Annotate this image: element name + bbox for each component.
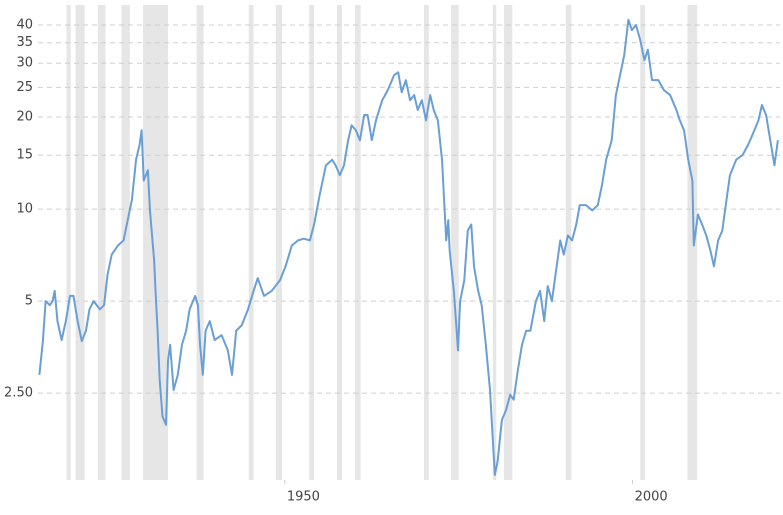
y-tick-label: 5	[25, 294, 33, 309]
shaded-period	[75, 5, 85, 480]
shaded-period	[275, 5, 283, 480]
shaded-period	[66, 5, 71, 480]
y-tick-label: 15	[16, 148, 33, 163]
shaded-period	[97, 5, 106, 480]
x-tick-label: 1950	[287, 490, 320, 505]
y-tick-label: 35	[16, 35, 33, 50]
y-tick-label: 2.50	[4, 386, 33, 401]
shaded-period	[565, 5, 572, 480]
y-tick-label: 30	[16, 56, 33, 71]
shaded-period	[355, 5, 361, 480]
shaded-period	[492, 5, 497, 480]
y-tick-label: 10	[16, 202, 33, 217]
shaded-period	[640, 5, 646, 480]
y-tick-label: 40	[16, 17, 33, 32]
shaded-period	[451, 5, 459, 480]
data-line	[38, 18, 779, 476]
x-tick-label: 2000	[635, 490, 668, 505]
shaded-period	[337, 5, 342, 480]
shaded-period	[687, 5, 698, 480]
shaded-period	[248, 5, 254, 480]
shaded-period	[121, 5, 130, 480]
shaded-period	[503, 5, 513, 480]
shaded-period	[196, 5, 204, 480]
y-tick-label: 25	[16, 80, 33, 95]
shaded-period	[423, 5, 429, 480]
y-tick-label: 20	[16, 110, 33, 125]
shaded-period	[309, 5, 315, 480]
shaded-period	[143, 5, 169, 480]
